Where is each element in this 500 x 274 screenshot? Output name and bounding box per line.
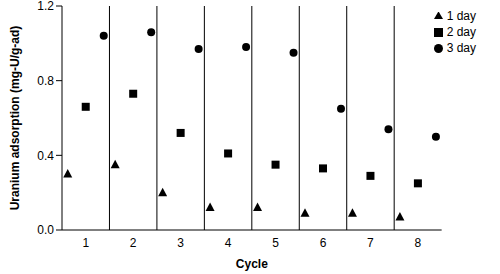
svg-text:8: 8 [415,236,422,250]
svg-text:7: 7 [367,236,374,250]
svg-text:1: 1 [82,236,89,250]
svg-text:1.2: 1.2 [37,0,54,13]
html-text:1 day: 1 day [446,9,476,23]
svg-text:0.8: 0.8 [37,74,54,88]
svg-text:2: 2 [130,236,137,250]
svg-text:0.0: 0.0 [37,223,54,237]
svg-text:6: 6 [320,236,327,250]
svg-text:0.4: 0.4 [37,149,54,163]
html-text:3 day: 3 day [446,41,476,55]
svg-text:Uranium adsorption (mg-U/g-ad): Uranium adsorption (mg-U/g-ad) [8,26,22,211]
svg-text:Cycle: Cycle [236,257,268,271]
svg-text:3: 3 [177,236,184,250]
html-text:2 day: 2 day [446,25,476,39]
svg-text:4: 4 [225,236,232,250]
svg-text:5: 5 [272,236,279,250]
